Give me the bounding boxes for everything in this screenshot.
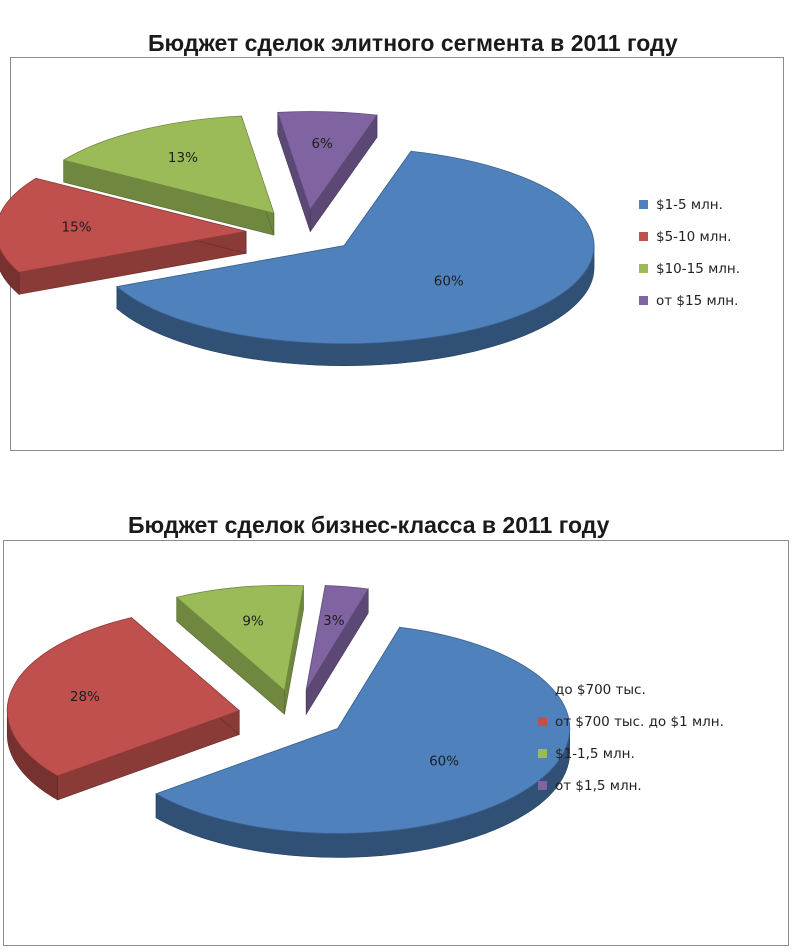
legend-item: от $15 млн. (639, 290, 740, 311)
pie-slice (62, 115, 275, 236)
legend-label: $5-10 млн. (656, 228, 732, 245)
legend-label: от $15 млн. (656, 292, 739, 309)
chart-1-area: 60% 15% 13% 6% $1-5 млн. $5-10 млн. $10-15 … (0, 57, 784, 451)
chart-2-title: Бюджет сделок бизнес-класса в 2011 году (128, 512, 610, 538)
legend-item: от $700 тыс. до $1 млн. (538, 711, 724, 732)
legend-label: $1-1,5 млн. (555, 745, 635, 762)
legend-swatch (639, 232, 648, 241)
legend-item: $1-1,5 млн. (538, 743, 724, 764)
legend-swatch (639, 296, 648, 305)
data-label: 13% (168, 150, 198, 166)
data-label: 15% (62, 220, 92, 236)
pie-slice (155, 626, 571, 858)
legend-label: от $1,5 млн. (555, 777, 642, 794)
legend-swatch (538, 685, 547, 694)
legend-label: $10-15 млн. (656, 260, 741, 277)
chart-2-pie: 60% 28% 9% 3% (6, 584, 571, 858)
legend-item: $1-5 млн. (639, 194, 740, 215)
legend-swatch (538, 749, 547, 758)
pie-slice (0, 177, 247, 295)
legend-swatch (639, 264, 648, 273)
chart-1-pie: 60% 15% 13% 6% (0, 111, 595, 367)
legend-label: $1-5 млн. (656, 196, 723, 213)
chart-1-title: Бюджет сделок элитного сегмента в 2011 г… (148, 30, 678, 56)
pie-slice (175, 584, 305, 715)
data-label: 6% (311, 136, 333, 152)
legend-item: $5-10 млн. (639, 226, 740, 247)
data-label: 60% (434, 274, 464, 290)
legend-swatch (639, 200, 648, 209)
legend-item: до $700 тыс. (538, 679, 724, 700)
pie-slice (116, 150, 595, 367)
data-label: 28% (70, 689, 100, 705)
data-label: 3% (323, 613, 345, 629)
pie-slice (6, 616, 241, 801)
chart-2-area: 60% 28% 9% 3% до $700 тыс. от $700 тыс. до … (3, 540, 789, 946)
legend-swatch (538, 781, 547, 790)
legend-item: от $1,5 млн. (538, 775, 724, 796)
legend-swatch (538, 717, 547, 726)
data-label: 60% (429, 753, 459, 769)
pie-slice (305, 585, 369, 716)
data-label: 9% (242, 613, 264, 629)
legend-label: от $700 тыс. до $1 млн. (555, 713, 724, 730)
chart-2-legend: до $700 тыс. от $700 тыс. до $1 млн. $1-… (538, 679, 724, 807)
chart-1-legend: $1-5 млн. $5-10 млн. $10-15 млн. от $15 … (639, 194, 740, 322)
pie-slice (277, 111, 378, 233)
legend-label: до $700 тыс. (555, 681, 646, 698)
legend-item: $10-15 млн. (639, 258, 740, 279)
